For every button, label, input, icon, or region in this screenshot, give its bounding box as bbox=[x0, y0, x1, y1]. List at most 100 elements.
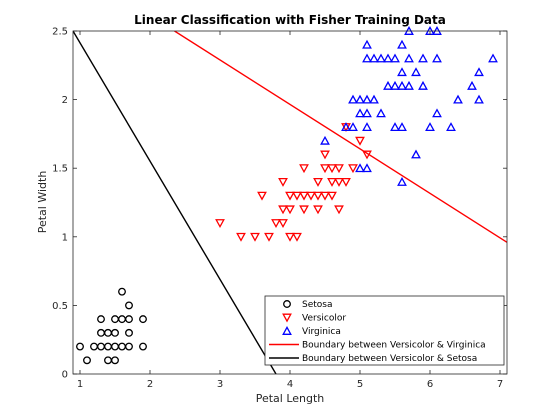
virginica-point bbox=[397, 39, 407, 49]
virginica-point bbox=[383, 80, 393, 90]
legend-marker-versicolor bbox=[282, 313, 292, 323]
x-tick-label: 5 bbox=[357, 379, 363, 390]
x-tick-label: 7 bbox=[497, 379, 503, 390]
virginica-point bbox=[397, 176, 407, 186]
setosa-point bbox=[111, 356, 119, 365]
versicolor-point bbox=[334, 164, 344, 174]
virginica-point bbox=[390, 80, 400, 90]
setosa-point bbox=[139, 342, 147, 351]
versicolor-point bbox=[292, 191, 302, 201]
virginica-point bbox=[355, 163, 365, 173]
versicolor-point bbox=[327, 164, 337, 174]
versicolor-point bbox=[327, 191, 337, 201]
versicolor-point bbox=[313, 205, 323, 215]
y-tick-label: 1 bbox=[62, 232, 68, 243]
setosa-point bbox=[125, 328, 133, 337]
virginica-point bbox=[369, 53, 379, 63]
versicolor-point bbox=[313, 177, 323, 187]
virginica-point bbox=[432, 108, 442, 118]
virginica-point bbox=[404, 80, 414, 90]
versicolor-point bbox=[348, 164, 358, 174]
virginica-point bbox=[397, 80, 407, 90]
setosa-point bbox=[111, 328, 119, 337]
boundary-lines bbox=[73, 31, 507, 374]
y-tick-label: 1.5 bbox=[52, 164, 68, 175]
y-axis-label: Petal Width bbox=[36, 171, 49, 234]
virginica-point bbox=[348, 122, 358, 131]
legend-box bbox=[264, 295, 505, 366]
versicolor-point bbox=[236, 232, 246, 242]
legend-marker-virginica bbox=[282, 326, 292, 335]
versicolor-point bbox=[313, 191, 323, 201]
versicolor-point bbox=[285, 205, 295, 215]
virginica-point bbox=[488, 53, 498, 63]
versicolor-point bbox=[285, 232, 295, 242]
versicolor-point bbox=[299, 164, 309, 174]
virginica-point bbox=[411, 67, 421, 77]
setosa-point bbox=[97, 315, 105, 324]
virginica-point bbox=[418, 80, 428, 90]
virginica-point bbox=[383, 53, 393, 63]
versicolor-point bbox=[306, 191, 316, 201]
versicolor-point bbox=[250, 232, 260, 242]
virginica-point bbox=[362, 122, 372, 131]
data-points bbox=[76, 26, 498, 365]
virginica-point bbox=[453, 94, 463, 104]
virginica-point bbox=[467, 80, 477, 90]
virginica-point bbox=[446, 122, 456, 131]
virginica-point bbox=[362, 163, 372, 173]
versicolor-point bbox=[278, 219, 288, 229]
virginica-point bbox=[397, 122, 407, 131]
versicolor-point bbox=[257, 191, 267, 201]
virginica-point bbox=[362, 39, 372, 49]
virginica-point bbox=[320, 135, 330, 145]
boundary-line-1 bbox=[174, 31, 507, 243]
versicolor-point bbox=[285, 191, 295, 201]
versicolor-point bbox=[355, 136, 365, 146]
virginica-point bbox=[369, 94, 379, 104]
versicolor-point bbox=[327, 177, 337, 187]
x-axis-label: Petal Length bbox=[256, 392, 325, 405]
setosa-point bbox=[125, 315, 133, 324]
virginica-point bbox=[390, 122, 400, 131]
versicolor-point bbox=[334, 205, 344, 215]
x-tick-label: 1 bbox=[77, 379, 83, 390]
versicolor-point bbox=[271, 219, 281, 229]
virginica-point bbox=[404, 53, 414, 63]
versicolor-point bbox=[264, 232, 274, 242]
virginica-point bbox=[376, 108, 386, 118]
setosa-point bbox=[76, 342, 84, 351]
versicolor-point bbox=[320, 191, 330, 201]
versicolor-point bbox=[362, 150, 372, 160]
virginica-point bbox=[362, 53, 372, 63]
x-tick-label: 6 bbox=[427, 379, 433, 390]
x-tick-label: 4 bbox=[287, 379, 293, 390]
virginica-point bbox=[355, 108, 365, 118]
versicolor-point bbox=[292, 232, 302, 242]
axis-ticks: 1 2 3 4 5 6 7 0 0.5 1 1.5 2 2.5 bbox=[52, 27, 507, 390]
boundary-line-2 bbox=[73, 31, 277, 374]
virginica-point bbox=[397, 67, 407, 77]
virginica-point bbox=[425, 122, 435, 131]
versicolor-point bbox=[215, 219, 225, 229]
y-tick-label: 2.5 bbox=[52, 27, 68, 38]
setosa-point bbox=[83, 356, 91, 365]
y-tick-label: 0 bbox=[62, 370, 68, 381]
virginica-point bbox=[376, 53, 386, 63]
virginica-point bbox=[411, 149, 421, 159]
y-tick-label: 2 bbox=[62, 95, 68, 106]
x-tick-label: 2 bbox=[147, 379, 153, 390]
virginica-point bbox=[390, 53, 400, 63]
y-tick-label: 0.5 bbox=[52, 301, 68, 312]
setosa-point bbox=[125, 301, 133, 310]
virginica-point bbox=[362, 94, 372, 104]
versicolor-point bbox=[299, 191, 309, 201]
legend-marker-setosa bbox=[283, 300, 291, 308]
legend-label-boundary-2: Boundary between Versicolor & Setosa bbox=[302, 354, 477, 364]
versicolor-point bbox=[334, 177, 344, 187]
virginica-point bbox=[341, 122, 351, 131]
versicolor-point bbox=[278, 177, 288, 187]
setosa-point bbox=[125, 342, 133, 351]
x-tick-label: 3 bbox=[217, 379, 223, 390]
